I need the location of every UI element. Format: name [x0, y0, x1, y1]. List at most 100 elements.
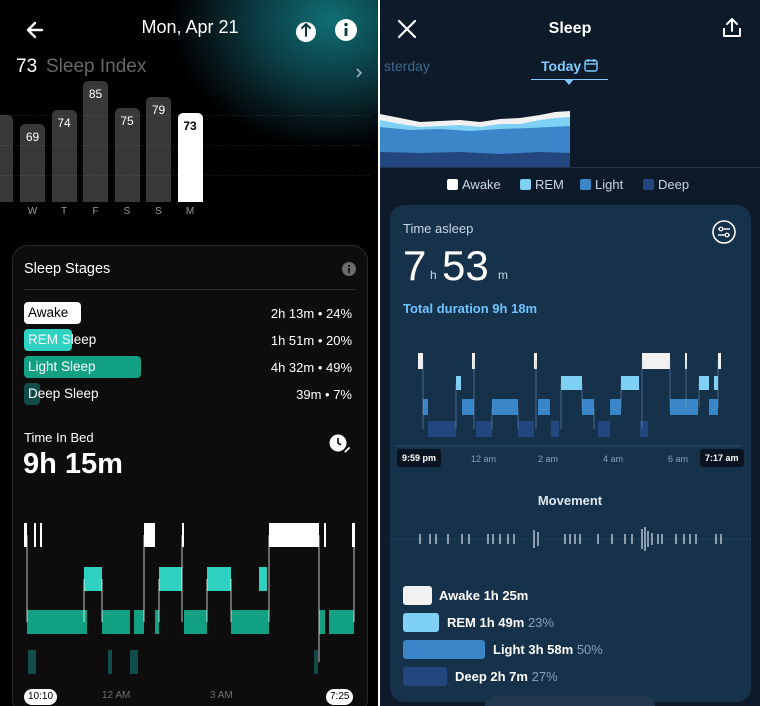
score-bar-value: 85 — [88, 86, 103, 101]
area-deep — [380, 152, 570, 168]
axis-label-12am: 12 AM — [102, 690, 131, 701]
summary-light: Light 3h 58m 50% — [493, 642, 603, 657]
total-duration: Total duration 9h 18m — [403, 301, 538, 316]
bottom-sheet-handle[interactable] — [485, 696, 655, 706]
weekday-label: S — [123, 206, 131, 217]
hypno-transitions — [422, 361, 719, 429]
score-bar-partial — [0, 115, 13, 202]
hypno-deep — [428, 421, 648, 437]
adjust-button[interactable] — [711, 219, 737, 245]
summary-bar-deep — [403, 667, 447, 686]
hypno-awake — [418, 353, 721, 369]
score-bar-value: 69 — [25, 129, 40, 144]
time-in-bed-value: 9h 15m — [23, 448, 123, 480]
stage-value-light: 4h 32m • 49% — [270, 360, 352, 375]
panel-divider — [378, 0, 381, 706]
legend-swatch-light — [580, 179, 591, 190]
score-bar[interactable]: 73 — [177, 112, 203, 202]
hypnogram-rem — [84, 567, 267, 591]
calendar-button[interactable] — [584, 58, 598, 72]
date-title: Mon, Apr 21 — [141, 17, 239, 37]
card-divider — [24, 289, 356, 290]
time-asleep-minutes: 53 — [442, 242, 489, 289]
share-button[interactable] — [720, 16, 744, 40]
axis-label: 2 am — [538, 454, 559, 464]
sleep-index-chevron[interactable] — [352, 66, 366, 80]
stage-pill-rem: REM Sleep — [24, 329, 96, 351]
summary-deep: Deep 2h 7m 27% — [455, 669, 558, 684]
score-bar-value: 73 — [183, 118, 197, 133]
axis-end-time: 7:25 — [326, 689, 354, 705]
summary-rem: REM 1h 49m 23% — [447, 615, 554, 630]
weekday-label: M — [185, 206, 195, 217]
tab-today[interactable]: Today — [541, 58, 582, 74]
sleep-title: Sleep — [548, 20, 592, 37]
movement-label: Movement — [537, 493, 603, 508]
chevron-right-icon — [356, 68, 363, 78]
stage-value-awake: 2h 13m • 24% — [270, 306, 352, 321]
share-button[interactable] — [292, 16, 320, 44]
stage-value-rem: 1h 51m • 20% — [270, 333, 352, 348]
share-icon — [296, 22, 316, 42]
axis-start-tag: 9:59 pm — [397, 449, 442, 467]
back-arrow-icon — [26, 21, 44, 39]
legend-swatch-awake — [447, 179, 458, 190]
time-asleep-hours: 7 — [403, 242, 427, 289]
calendar-icon — [584, 59, 598, 72]
edit-time-button[interactable] — [328, 432, 352, 456]
close-button[interactable] — [396, 18, 418, 40]
weekday-label: W — [27, 206, 38, 217]
legend-awake: Awake — [447, 177, 501, 192]
hypno-light — [423, 399, 718, 415]
info-button[interactable] — [332, 16, 360, 44]
left-hypnogram — [24, 523, 355, 674]
hypnogram-awake — [24, 523, 355, 547]
summary-pct: 50% — [576, 642, 603, 657]
score-bar[interactable]: 75 — [114, 107, 140, 202]
summary-bar-rem — [403, 613, 439, 632]
right-stage-area-chart — [380, 111, 570, 168]
score-bar-value: 75 — [120, 113, 134, 128]
hypno-rem — [456, 376, 718, 390]
close-icon — [397, 19, 417, 39]
summary-label: Light 3h 58m — [493, 642, 574, 657]
legend-deep: Deep — [643, 177, 689, 192]
back-button[interactable] — [22, 16, 50, 44]
legend-light: Light — [580, 177, 623, 192]
weekday-label: F — [92, 206, 99, 217]
tab-yesterday[interactable]: sterday — [384, 58, 430, 74]
clock-edit-icon — [329, 434, 352, 454]
score-bar[interactable]: 79 — [146, 96, 171, 202]
summary-label: REM 1h 49m — [447, 615, 525, 630]
summary-awake: Awake 1h 25m — [439, 588, 528, 603]
hypnogram-transitions — [26, 535, 355, 662]
score-bar[interactable]: 69 — [20, 123, 45, 202]
time-asleep-card — [390, 205, 751, 702]
stage-pill-awake: Awake — [24, 302, 81, 324]
sleep-index-score: 73 — [16, 56, 38, 77]
info-icon — [342, 262, 356, 276]
stage-value-deep: 39m • 7% — [296, 387, 352, 402]
weekday-label: S — [155, 206, 162, 217]
movement-ticks — [419, 527, 722, 551]
score-bar[interactable]: 74 — [51, 110, 77, 202]
summary-bar-awake — [403, 586, 432, 605]
legend-label: Awake — [462, 177, 501, 192]
legend-label: Deep — [658, 177, 690, 192]
info-icon — [335, 19, 357, 41]
score-bar[interactable]: 85 — [83, 80, 108, 202]
tab-pointer-icon — [564, 79, 574, 85]
axis-start-time: 10:10 — [24, 689, 58, 705]
minutes-unit: m — [498, 268, 508, 282]
legend-label: Light — [595, 177, 624, 192]
stages-info-button[interactable] — [341, 261, 357, 277]
hypnogram-deep — [28, 650, 318, 674]
legend-rem: REM — [520, 177, 564, 192]
movement-chart — [390, 527, 751, 551]
hours-unit: h — [430, 268, 437, 282]
axis-end-tag: 7:17 am — [700, 449, 744, 467]
sleep-index-label: Sleep Index — [46, 56, 147, 77]
sliders-icon — [712, 220, 736, 244]
stage-pill-light: Light Sleep — [24, 356, 141, 378]
